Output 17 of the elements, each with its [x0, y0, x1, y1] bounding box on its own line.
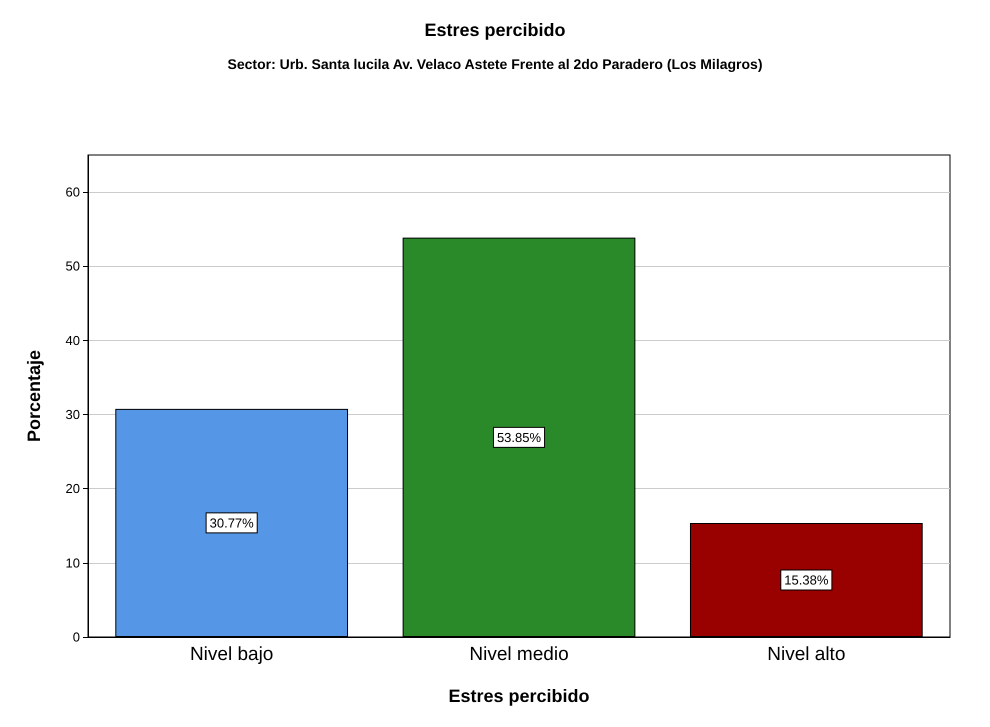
y-tick-label: 40 — [66, 332, 80, 348]
y-tick-label: 10 — [66, 555, 80, 570]
data-label: 15.38% — [784, 572, 829, 588]
data-label: 30.77% — [210, 515, 254, 530]
x-axis-title: Estres percibido — [448, 686, 590, 706]
y-tick-label: 50 — [66, 258, 80, 274]
y-tick-label: 20 — [66, 481, 80, 496]
y-tick-label: 60 — [66, 184, 80, 200]
x-tick-label: Nivel bajo — [190, 644, 274, 665]
x-tick-label: Nivel alto — [767, 644, 846, 665]
y-tick-label: 0 — [72, 630, 80, 644]
data-label: 53.85% — [496, 430, 542, 445]
x-tick-label: Nivel medio — [469, 644, 569, 665]
chart-subtitle: Sector: Urb. Santa lucila Av. Velaco Astete Frente al 2do Paradero (Los Milagros) — [227, 56, 763, 72]
y-tick-label: 30 — [66, 407, 80, 422]
y-axis-title: Porcentaje — [24, 350, 44, 442]
chart-title: Estres percibido — [424, 20, 566, 40]
